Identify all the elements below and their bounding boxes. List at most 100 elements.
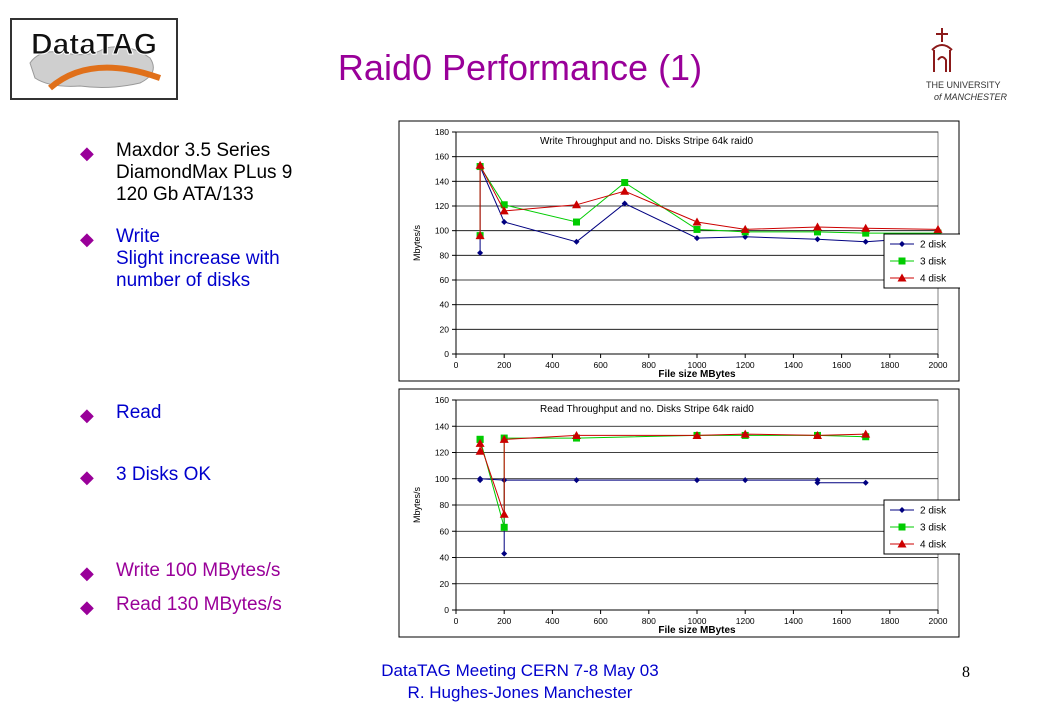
footer-line2: R. Hughes-Jones Manchester	[407, 683, 633, 702]
y-tick-label: 140	[435, 176, 449, 186]
data-point	[814, 236, 821, 243]
x-tick-label: 1200	[736, 616, 755, 626]
data-point	[499, 509, 509, 518]
x-tick-label: 600	[594, 360, 608, 370]
legend-marker	[897, 539, 907, 548]
y-tick-label: 120	[435, 201, 449, 211]
y-tick-label: 100	[435, 226, 449, 236]
bullet-text: 3 Disks OK	[116, 464, 212, 485]
y-tick-label: 0	[444, 605, 449, 615]
data-point	[693, 225, 701, 233]
plot-area	[455, 131, 939, 355]
data-point	[813, 430, 822, 439]
x-tick-label: 2000	[929, 360, 948, 370]
data-point	[814, 228, 821, 236]
bullet-text: Maxdor 3.5 Series DiamondMax PLus 9 120 …	[116, 140, 293, 205]
data-point	[501, 550, 508, 557]
data-point	[742, 477, 749, 484]
data-point	[861, 429, 871, 438]
data-point	[813, 222, 822, 231]
page-number: 8	[962, 664, 970, 681]
y-tick-label: 160	[435, 152, 449, 162]
data-point	[694, 235, 700, 242]
diamond-bullet-icon: ◆	[80, 143, 94, 163]
data-point	[475, 446, 485, 455]
data-point	[621, 179, 629, 187]
data-point	[500, 201, 508, 209]
x-tick-label: 200	[497, 616, 511, 626]
y-tick-label: 80	[440, 250, 450, 260]
diamond-bullet-icon: ◆	[80, 467, 94, 487]
x-tick-label: 400	[545, 616, 559, 626]
data-point	[475, 231, 485, 240]
bullet-text: Read 130 MBytes/s	[116, 594, 282, 615]
x-tick-label: 1400	[784, 616, 803, 626]
data-point	[814, 479, 821, 486]
x-tick-label: 800	[642, 360, 656, 370]
y-axis-label: Mbytes/s	[412, 486, 422, 523]
logo-right-line2: of MANCHESTER	[934, 92, 1008, 102]
data-point	[620, 186, 630, 195]
diamond-bullet-icon: ◆	[80, 597, 94, 617]
diamond-bullet-icon: ◆	[80, 229, 94, 249]
x-axis-label: File size MBytes	[658, 369, 736, 380]
footer-line1: DataTAG Meeting CERN 7-8 May 03	[381, 661, 659, 680]
x-tick-label: 800	[642, 616, 656, 626]
data-point	[740, 429, 750, 438]
x-tick-label: 400	[545, 360, 559, 370]
write-throughput-chart: 0 20 40 60 80 100 120 140 160 180 0 200 400 600 800 100…	[398, 120, 963, 382]
legend-label: 3 disk	[920, 257, 947, 268]
chart-title: Write Throughput and no. Disks Stripe 64…	[540, 136, 754, 147]
data-point	[933, 224, 943, 233]
data-point	[692, 217, 702, 226]
data-point	[499, 434, 509, 443]
data-point	[862, 479, 869, 486]
logo-left-text: DataTAG	[31, 28, 157, 61]
y-tick-label: 60	[440, 526, 450, 536]
footer: DataTAG Meeting CERN 7-8 May 03 R. Hughe…	[330, 660, 710, 704]
x-tick-label: 2000	[929, 616, 948, 626]
legend-marker	[899, 507, 905, 513]
series-line	[479, 166, 939, 253]
x-tick-label: 1600	[832, 360, 851, 370]
logo-right-line1: THE UNIVERSITY	[926, 80, 1001, 90]
x-tick-label: 200	[497, 360, 511, 370]
data-point	[500, 523, 508, 531]
y-tick-label: 80	[440, 500, 450, 510]
data-point	[572, 430, 581, 439]
bullet-text: Read	[116, 402, 162, 423]
manchester-logo: THE UNIVERSITY of MANCHESTER	[912, 20, 1016, 110]
x-tick-label: 1000	[688, 360, 707, 370]
legend-label: 4 disk	[920, 274, 947, 285]
datatag-logo: DataTAG	[10, 18, 178, 100]
x-tick-label: 1800	[880, 616, 899, 626]
legend-marker	[899, 241, 905, 247]
y-tick-label: 40	[440, 553, 450, 563]
data-point	[621, 200, 628, 207]
x-tick-label: 1200	[736, 360, 755, 370]
legend-label: 4 disk	[920, 540, 947, 551]
data-point	[862, 238, 869, 245]
data-point	[573, 238, 580, 245]
slide-title: Raid0 Performance (1)	[337, 47, 703, 88]
y-axis-label: Mbytes/s	[412, 224, 422, 261]
x-tick-label: 600	[594, 616, 608, 626]
bullet-text: Write Slight increase with number of dis…	[116, 226, 280, 291]
data-point	[477, 249, 484, 256]
y-tick-label: 140	[435, 421, 449, 431]
x-tick-label: 0	[454, 616, 459, 626]
data-point	[501, 219, 508, 226]
series-line	[479, 165, 939, 236]
y-tick-label: 20	[440, 579, 450, 589]
chart-title: Read Throughput and no. Disks Stripe 64k…	[540, 404, 754, 415]
crest-icon	[931, 28, 953, 72]
legend-label: 2 disk	[920, 506, 947, 517]
data-point	[475, 160, 485, 169]
y-tick-label: 160	[435, 395, 449, 405]
y-tick-label: 20	[440, 324, 450, 334]
x-tick-label: 1600	[832, 616, 851, 626]
datatag-logo-graphic: DataTAG	[10, 18, 178, 100]
y-tick-label: 180	[435, 127, 449, 137]
data-point	[572, 200, 581, 209]
